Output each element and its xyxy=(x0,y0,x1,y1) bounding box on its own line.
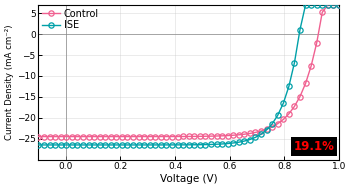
ISE xyxy=(109,144,113,146)
Control xyxy=(326,4,330,6)
Control xyxy=(148,136,152,138)
ISE xyxy=(36,144,40,146)
ISE xyxy=(70,144,74,146)
Control xyxy=(109,136,113,138)
Text: 19.1%: 19.1% xyxy=(293,140,335,153)
Y-axis label: Current Density (mA cm⁻²): Current Density (mA cm⁻²) xyxy=(5,24,14,140)
ISE xyxy=(148,144,152,146)
ISE xyxy=(337,4,341,6)
ISE xyxy=(304,4,308,6)
Control xyxy=(331,4,336,6)
Legend: Control, ISE: Control, ISE xyxy=(41,8,100,31)
ISE xyxy=(92,144,96,146)
Control xyxy=(70,136,74,138)
Line: ISE: ISE xyxy=(36,2,342,148)
Line: Control: Control xyxy=(36,2,342,139)
X-axis label: Voltage (V): Voltage (V) xyxy=(160,174,218,184)
Control xyxy=(304,82,308,84)
ISE xyxy=(331,4,336,6)
Control xyxy=(92,136,96,138)
Control xyxy=(337,4,341,6)
Control xyxy=(36,136,40,138)
ISE xyxy=(309,4,313,6)
